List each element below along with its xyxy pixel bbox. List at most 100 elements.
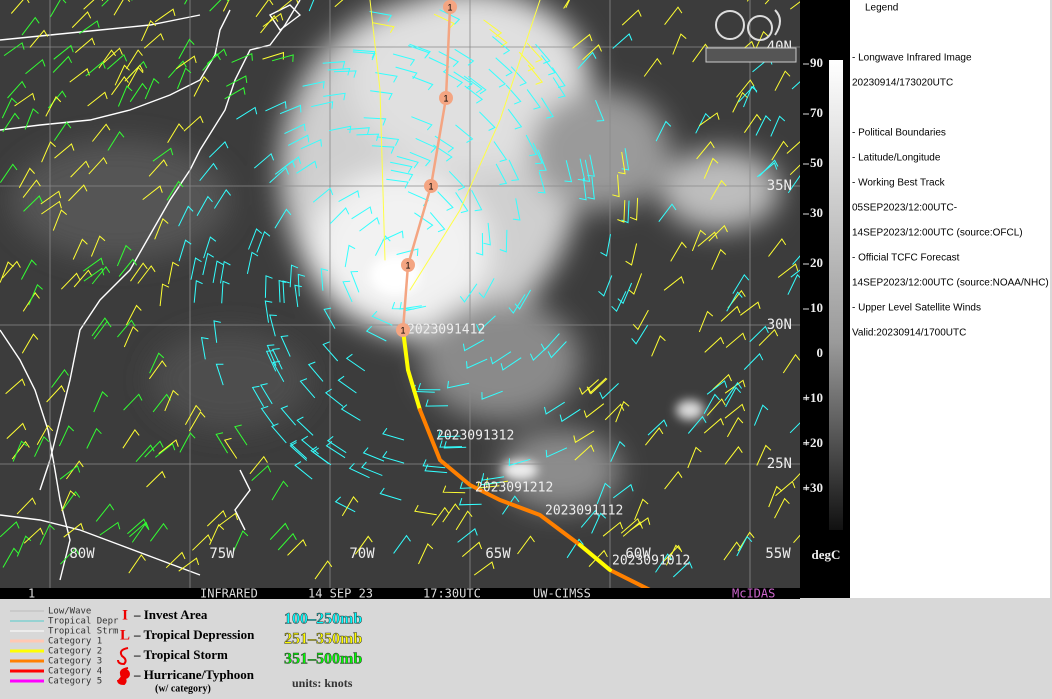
scale-label: 50 bbox=[810, 155, 823, 170]
wind-barb bbox=[365, 325, 387, 342]
wind-barb bbox=[447, 380, 470, 389]
wind-barb bbox=[459, 283, 478, 303]
legend-title: Legend bbox=[865, 3, 898, 14]
wind-barb bbox=[308, 0, 315, 12]
wind-barb bbox=[414, 212, 434, 230]
wind-barb bbox=[612, 174, 620, 198]
scale-label: +30 bbox=[803, 480, 823, 495]
wind-barb bbox=[687, 446, 702, 469]
wind-barb bbox=[376, 136, 400, 146]
symbol-icon bbox=[117, 647, 129, 666]
wind-barb bbox=[775, 480, 796, 497]
wind-barb bbox=[178, 205, 194, 227]
wind-barb bbox=[178, 239, 192, 262]
legend-item: - Official TCFC Forecast bbox=[852, 253, 960, 264]
scale-label: 70 bbox=[810, 105, 823, 120]
wind-barb bbox=[532, 142, 543, 165]
wind-barb bbox=[83, 257, 104, 272]
wind-barb bbox=[703, 157, 719, 179]
track-type-label: Category 5 bbox=[48, 677, 102, 687]
wind-barb bbox=[323, 92, 346, 101]
wind-barb bbox=[789, 164, 800, 176]
wind-barb bbox=[265, 350, 277, 372]
wind-barb bbox=[362, 447, 385, 462]
wind-barb bbox=[736, 535, 753, 557]
wind-barb bbox=[429, 212, 446, 233]
wind-barb bbox=[260, 405, 275, 427]
wind-barb bbox=[352, 51, 376, 61]
wind-barb bbox=[774, 70, 791, 91]
wind-barb bbox=[466, 358, 488, 369]
wind-barb bbox=[738, 85, 758, 103]
wind-barb bbox=[579, 177, 587, 201]
wind-barb bbox=[628, 273, 643, 295]
wind-barb bbox=[371, 310, 393, 326]
wind-barb bbox=[687, 415, 707, 434]
wind-barb bbox=[65, 460, 84, 480]
wind-barb bbox=[352, 49, 376, 59]
wind-barb bbox=[354, 535, 373, 555]
wind-barb bbox=[234, 424, 248, 446]
wind-barb bbox=[698, 112, 720, 127]
wind-barb bbox=[712, 373, 732, 391]
legend-item: Valid:20230914/1700UTC bbox=[852, 328, 966, 339]
wind-barb bbox=[168, 261, 180, 285]
wind-barb bbox=[297, 273, 306, 297]
storm-marker bbox=[401, 258, 415, 272]
wind-barb bbox=[774, 497, 790, 519]
wind-barb bbox=[340, 404, 361, 421]
wind-barb bbox=[508, 458, 531, 467]
wind-barb bbox=[587, 177, 595, 200]
wind-barb bbox=[200, 336, 209, 360]
wind-barb bbox=[698, 310, 714, 333]
wind-barb bbox=[106, 53, 128, 70]
wind-barb bbox=[322, 341, 339, 362]
wind-barb bbox=[178, 557, 200, 572]
wind-barb bbox=[559, 408, 581, 423]
wind-barb bbox=[574, 444, 595, 461]
wind-barb bbox=[526, 89, 541, 110]
scale-label: 0 bbox=[817, 345, 824, 360]
wind-barb bbox=[345, 353, 366, 372]
wind-barb bbox=[749, 325, 769, 343]
wind-barb bbox=[0, 521, 20, 538]
wind-barb bbox=[348, 462, 370, 479]
lat-label: 30N bbox=[767, 317, 792, 333]
wind-barb bbox=[154, 218, 169, 240]
wind-barb bbox=[280, 335, 291, 357]
wind-barb bbox=[537, 149, 547, 171]
wind-barb bbox=[226, 75, 248, 87]
wind-barb bbox=[463, 75, 483, 94]
status-bar bbox=[0, 588, 800, 599]
wind-barb bbox=[464, 85, 484, 104]
wind-barb bbox=[725, 386, 742, 408]
wind-barb bbox=[493, 141, 508, 162]
wind-barb bbox=[415, 137, 437, 153]
wind-barb bbox=[334, 496, 356, 513]
wind-barb bbox=[183, 115, 204, 132]
wind-barb bbox=[118, 258, 138, 277]
wind-barb bbox=[196, 195, 213, 217]
wind-barb bbox=[545, 447, 568, 458]
wind-barb bbox=[24, 108, 39, 130]
legend-item: - Latitude/Longitude bbox=[852, 153, 941, 164]
wind-barb bbox=[307, 361, 324, 382]
wind-barb bbox=[262, 12, 284, 28]
wind-barb bbox=[49, 0, 67, 18]
wind-barb bbox=[547, 341, 567, 359]
wind-barb bbox=[437, 429, 461, 438]
wind-barb bbox=[129, 521, 150, 538]
wind-barb bbox=[629, 197, 639, 221]
wind-barb bbox=[505, 84, 522, 105]
wind-barb bbox=[233, 530, 249, 552]
wind-barb bbox=[271, 54, 294, 62]
track-label: 2023091412 bbox=[407, 323, 485, 338]
wind-barb bbox=[599, 383, 619, 400]
wind-barb bbox=[390, 161, 413, 173]
wind-barb bbox=[310, 446, 330, 465]
wind-barb bbox=[70, 160, 90, 178]
wind-barb bbox=[287, 539, 307, 556]
wind-barb bbox=[123, 393, 143, 411]
wind-barb bbox=[107, 131, 125, 151]
